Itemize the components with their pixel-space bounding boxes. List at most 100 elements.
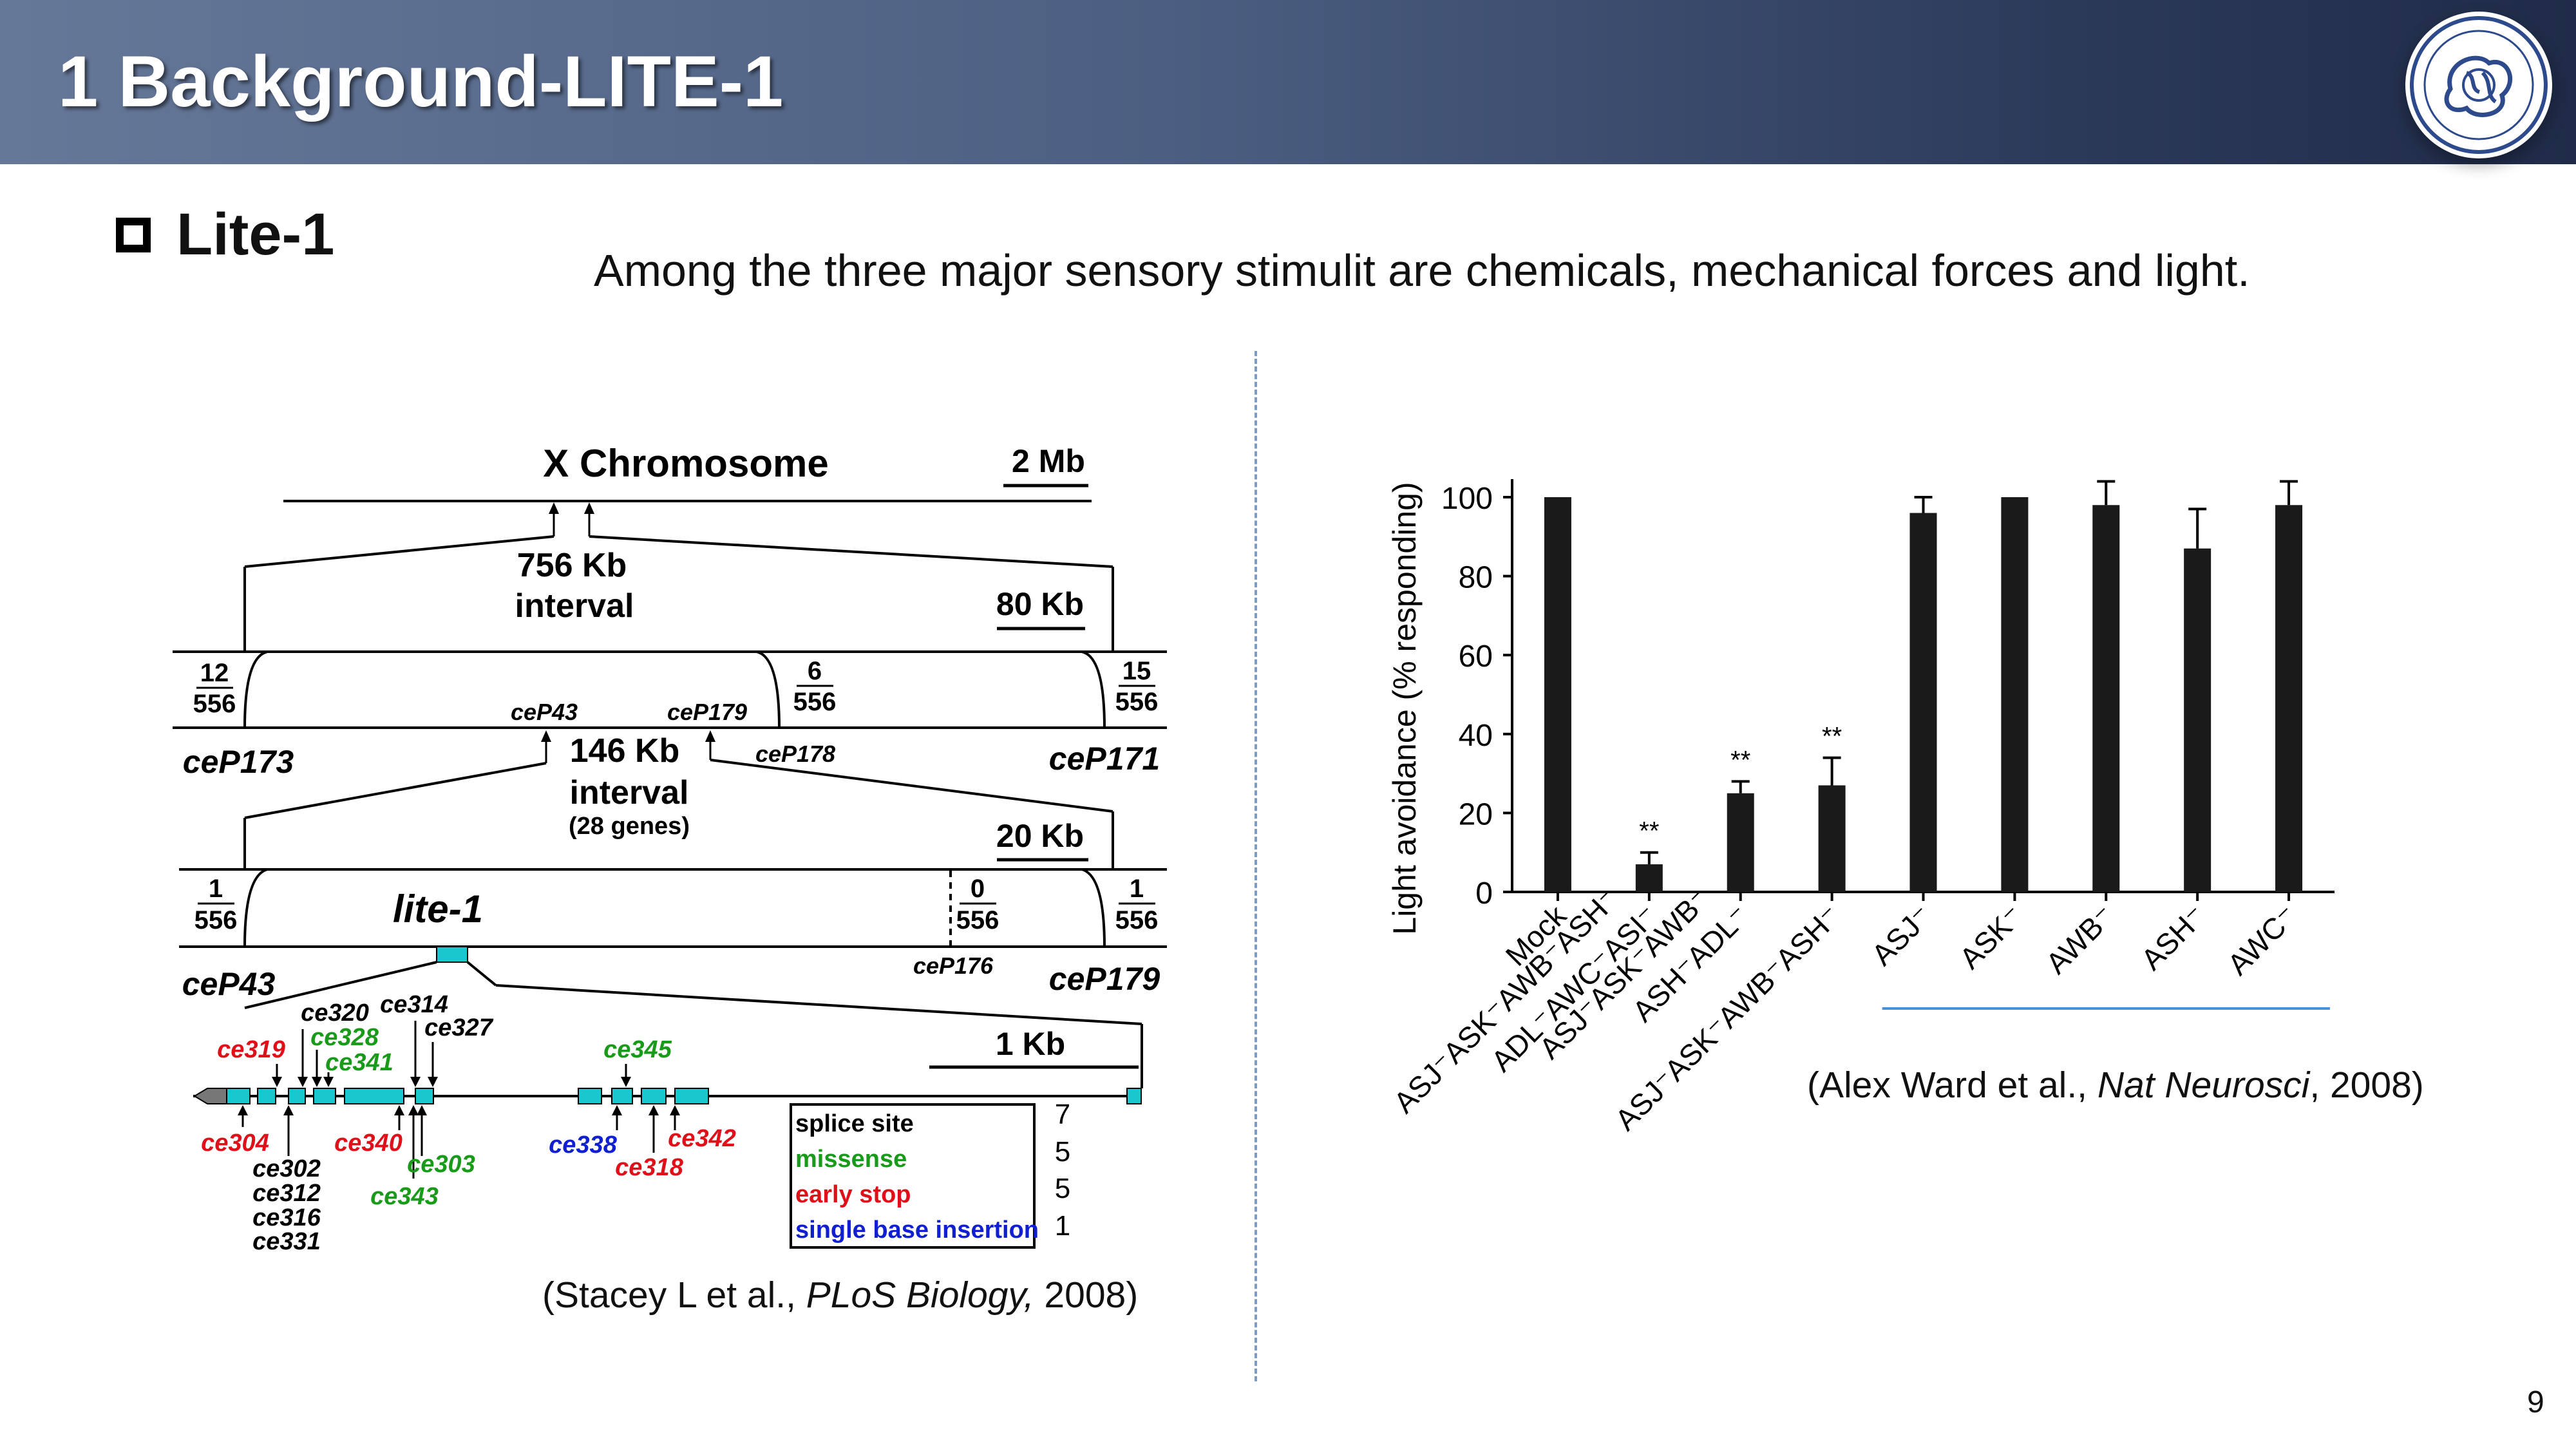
exon xyxy=(344,1088,404,1104)
fraction-12-556: 12 556 xyxy=(193,659,236,718)
recombination-curve xyxy=(243,650,268,728)
allele-ce342: ce342 xyxy=(668,1125,736,1152)
allele-ce304: ce304 xyxy=(201,1130,269,1157)
legend-single-base-insertion: single base insertion xyxy=(795,1217,1039,1244)
fraction-1-556-right: 1 556 xyxy=(1115,875,1159,934)
svg-text:0: 0 xyxy=(971,875,985,903)
figure-divider xyxy=(1255,351,1257,1381)
arrowhead xyxy=(283,1105,294,1115)
svg-text:12: 12 xyxy=(200,659,229,687)
fraction-0-556: 0 556 xyxy=(956,875,999,934)
y-tick-label: 0 xyxy=(1475,876,1493,911)
scale-1kb-label: 1 Kb xyxy=(996,1026,1065,1062)
page-number: 9 xyxy=(2527,1385,2544,1419)
exon xyxy=(1126,1088,1142,1104)
allele-ce303: ce303 xyxy=(407,1151,475,1178)
bar-2 xyxy=(1727,793,1754,892)
interval-146-word: interval xyxy=(570,774,689,811)
legend-early-stop: early stop xyxy=(795,1181,911,1208)
lite1-mapping-diagram: X Chromosome 2 Mb 756 Kb interval 80 Kb … xyxy=(173,442,1167,1255)
bar-1 xyxy=(1635,864,1663,892)
significance-label: ** xyxy=(1822,723,1842,751)
interval-genes: (28 genes) xyxy=(569,813,690,840)
scale-20kb-label: 20 Kb xyxy=(996,818,1084,854)
arrowhead xyxy=(417,1105,427,1115)
arrowhead xyxy=(272,1077,282,1087)
slide-header: 1 Background-LITE-1 xyxy=(0,0,2576,164)
exon xyxy=(578,1088,602,1104)
y-tick-label: 100 xyxy=(1441,482,1493,516)
side-digit: 5 xyxy=(1055,1136,1070,1168)
side-digit: 5 xyxy=(1055,1173,1070,1204)
svg-text:556: 556 xyxy=(194,906,238,934)
marker-ceP173: ceP173 xyxy=(183,744,294,780)
recombination-curve xyxy=(1081,868,1106,947)
interval-146-label: 146 Kb xyxy=(570,732,680,770)
svg-text:556: 556 xyxy=(1115,688,1159,716)
arrowhead xyxy=(238,1105,248,1115)
allele-ce327: ce327 xyxy=(424,1014,494,1041)
exons xyxy=(226,1088,1142,1104)
fraction-15-556: 15 556 xyxy=(1115,657,1159,716)
interval-756-word: interval xyxy=(515,587,634,625)
marker-ceP179-small: ceP179 xyxy=(667,699,747,725)
zoom-line-left xyxy=(244,762,547,819)
svg-text:556: 556 xyxy=(956,906,999,934)
section-label-text: Lite-1 xyxy=(176,202,335,267)
svg-text:1: 1 xyxy=(1130,875,1144,903)
marker-ceP179: ceP179 xyxy=(1049,961,1160,997)
bar-4 xyxy=(1909,513,1937,892)
gene-name-label: lite-1 xyxy=(393,887,483,931)
right-figure-caption: (Alex Ward et al., Nat Neurosci, 2008) xyxy=(1807,1065,2424,1106)
allele-ce328: ce328 xyxy=(310,1024,379,1051)
legend-missense: missense xyxy=(795,1146,907,1173)
y-tick-label: 80 xyxy=(1459,561,1493,595)
side-digit: 7 xyxy=(1055,1099,1070,1130)
zoom-line-right xyxy=(466,961,497,987)
marker-ceP171: ceP171 xyxy=(1049,741,1160,777)
allele-legend-box xyxy=(790,1103,1036,1249)
y-tick-label: 60 xyxy=(1459,639,1493,674)
slide-title: 1 Background-LITE-1 xyxy=(58,41,784,122)
allele-arrows xyxy=(238,1021,680,1179)
arrowhead xyxy=(549,502,559,514)
svg-text:556: 556 xyxy=(193,690,236,718)
interval-756-label: 756 Kb xyxy=(517,547,627,584)
exon xyxy=(674,1088,709,1104)
exon xyxy=(288,1088,306,1104)
legend-splice-site: splice site xyxy=(795,1110,914,1137)
recombination-curve xyxy=(1081,650,1106,728)
svg-text:1: 1 xyxy=(209,875,223,903)
svg-text:556: 556 xyxy=(793,688,837,716)
allele-ce320: ce320 xyxy=(301,999,369,1027)
fraction-6-556: 6 556 xyxy=(793,657,837,716)
svg-text:556: 556 xyxy=(1115,906,1159,934)
svg-text:6: 6 xyxy=(808,657,822,685)
zoom-line-right xyxy=(589,535,1113,568)
side-digit: 1 xyxy=(1055,1210,1070,1242)
arrowhead xyxy=(705,730,715,742)
bar-0 xyxy=(1544,497,1571,892)
zoom-line-left xyxy=(244,535,554,568)
bar-5 xyxy=(2001,497,2029,892)
allele-ce340: ce340 xyxy=(334,1130,402,1157)
left-figure-caption: (Stacey L et al., PLoS Biology, 2008) xyxy=(542,1274,1139,1316)
marker-ceP178: ceP178 xyxy=(755,741,835,767)
university-logo xyxy=(2405,12,2552,158)
section-label: Lite-1 xyxy=(116,201,334,269)
x-tick-label: AWC⁻ xyxy=(2221,898,2304,981)
significance-label: ** xyxy=(1730,746,1750,774)
bar-3 xyxy=(1818,785,1846,892)
arrowhead xyxy=(584,502,594,514)
zoom-line-right xyxy=(495,984,1142,1025)
significance-label: ** xyxy=(1639,817,1659,846)
arrowhead xyxy=(394,1105,404,1115)
arrowhead xyxy=(649,1105,659,1115)
x-tick-label: ASJ⁻ xyxy=(1865,898,1938,972)
arrowhead xyxy=(312,1077,322,1087)
allele-ce302: ce302 xyxy=(252,1155,321,1182)
bar-7 xyxy=(2184,548,2211,892)
logo-emblem-icon xyxy=(2410,16,2548,154)
recombination-curve xyxy=(756,650,781,728)
allele-ce345: ce345 xyxy=(603,1036,672,1063)
